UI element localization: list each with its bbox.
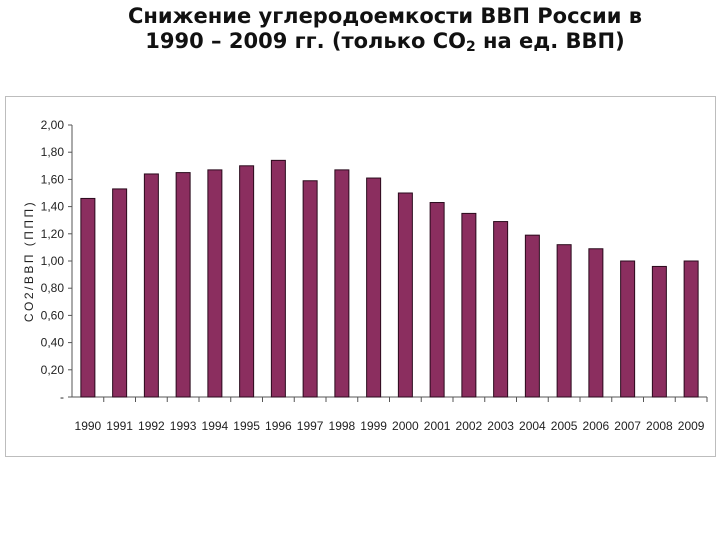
- bar-2001: [429, 202, 445, 398]
- bar-2003: [493, 221, 509, 398]
- x-tick-label: 1997: [297, 419, 324, 433]
- title-line-1: Снижение углеродоемкости ВВП России в: [127, 4, 643, 28]
- y-tick-label: 1,40: [41, 200, 65, 214]
- bar-2005: [556, 244, 572, 398]
- x-tick-label: 2007: [614, 419, 641, 433]
- x-tick-label: 2005: [551, 419, 578, 433]
- x-tick-label: 2004: [519, 419, 546, 433]
- x-tick-label: 1998: [329, 419, 356, 433]
- y-tick-label: 1,20: [41, 227, 65, 241]
- x-tick-label: 2002: [456, 419, 483, 433]
- bar-2000: [397, 192, 413, 398]
- x-tick-label: 2000: [392, 419, 419, 433]
- chart-title: Снижение углеродоемкости ВВП России в 19…: [0, 4, 720, 54]
- bar-1993: [175, 172, 191, 398]
- bar-1990: [80, 197, 96, 398]
- y-tick-label: 0,80: [41, 281, 65, 295]
- x-tick-label: 1996: [265, 419, 292, 433]
- bar-1994: [207, 169, 223, 398]
- bar-1998: [334, 169, 350, 398]
- y-axis-label: CO2/ВВП (ППП): [22, 200, 36, 322]
- x-tick-label: 1993: [170, 419, 197, 433]
- x-tick-label: 1999: [360, 419, 387, 433]
- bar-1992: [143, 173, 159, 398]
- x-tick-label: 1990: [75, 419, 102, 433]
- y-tick-label: 1,80: [41, 145, 65, 159]
- bar-1999: [366, 177, 382, 398]
- x-tick-label: 1992: [138, 419, 165, 433]
- y-tick-label: -: [60, 390, 64, 404]
- bar-2002: [461, 212, 477, 398]
- x-tick-label: 1994: [202, 419, 229, 433]
- bar-2008: [651, 265, 667, 398]
- x-tick-label: 2003: [487, 419, 514, 433]
- bar-2007: [620, 260, 636, 398]
- x-tick-label: 2001: [424, 419, 451, 433]
- x-tick-label: 1995: [233, 419, 260, 433]
- x-tick-label: 2009: [678, 419, 705, 433]
- x-tick-label: 2008: [646, 419, 673, 433]
- bar-2004: [524, 234, 540, 398]
- y-tick-label: 2,00: [41, 118, 65, 132]
- y-tick-label: 1,60: [41, 172, 65, 186]
- bar-2009: [683, 260, 699, 398]
- y-tick-label: 0,20: [41, 363, 65, 377]
- y-tick-label: 1,00: [41, 254, 65, 268]
- bar-2006: [588, 248, 604, 398]
- bar-1995: [239, 165, 255, 398]
- y-tick-label: 0,40: [41, 336, 65, 350]
- title-line-2: 1990 – 2009 гг. (только CO2 на ед. ВВП): [145, 29, 625, 55]
- bar-1997: [302, 180, 318, 398]
- y-tick-label: 0,60: [41, 308, 65, 322]
- x-tick-label: 2006: [583, 419, 610, 433]
- x-tick-label: 1991: [106, 419, 133, 433]
- bar-1991: [112, 188, 128, 398]
- bar-1996: [270, 159, 286, 398]
